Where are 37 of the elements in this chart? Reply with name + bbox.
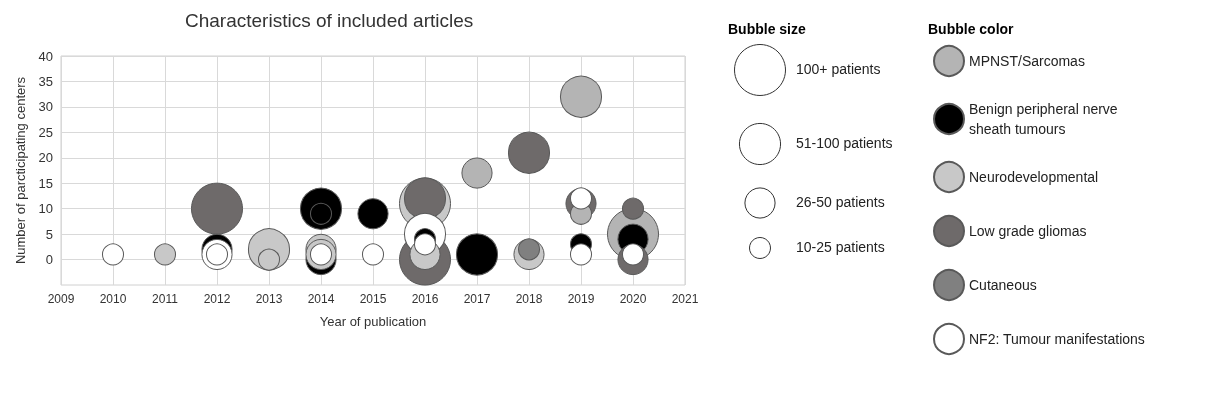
x-tick-label: 2009 bbox=[47, 292, 75, 306]
x-tick-label: 2017 bbox=[463, 292, 491, 306]
x-tick-label: 2011 bbox=[152, 292, 179, 306]
y-tick-label: 35 bbox=[38, 73, 53, 89]
y-axis-title: Number of parcticipating centers bbox=[13, 76, 28, 265]
x-tick-label: 2016 bbox=[411, 292, 439, 306]
legend-label: 10-25 patients bbox=[796, 239, 885, 255]
legend-label: 100+ patients bbox=[796, 61, 881, 77]
legend-label: 26-50 patients bbox=[796, 194, 885, 210]
y-tick-label: 10 bbox=[38, 201, 53, 217]
chart-title: Characteristics of included articles bbox=[185, 10, 474, 31]
legend-label: Cutaneous bbox=[969, 277, 1037, 293]
x-tick-label: 2013 bbox=[255, 292, 283, 306]
x-tick-label: 2019 bbox=[567, 292, 595, 306]
legend-label: Neurodevelopmental bbox=[969, 169, 1099, 185]
y-tick-label: 15 bbox=[38, 175, 53, 191]
x-axis-title: Year of publication bbox=[319, 314, 427, 329]
y-tick-label: 40 bbox=[38, 48, 53, 64]
legend-label: Benign peripheral nerve sheath tumours bbox=[969, 101, 1122, 137]
y-tick-label: 20 bbox=[38, 150, 53, 166]
legend-label: Low grade gliomas bbox=[969, 223, 1087, 239]
y-tick-label: 30 bbox=[38, 99, 53, 115]
x-tick-label: 2015 bbox=[359, 292, 387, 306]
x-tick-label: 2012 bbox=[203, 292, 231, 306]
legend-label: NF2: Tumour manifestations bbox=[969, 331, 1145, 347]
y-tick-label: 25 bbox=[38, 124, 53, 140]
x-tick-label: 2020 bbox=[619, 292, 647, 306]
y-tick-label: 5 bbox=[45, 226, 53, 242]
legend-label: MPNST/Sarcomas bbox=[969, 53, 1085, 69]
x-tick-label: 2021 bbox=[671, 292, 699, 306]
y-tick-label: 0 bbox=[45, 252, 53, 268]
legend-label: 51-100 patients bbox=[796, 135, 893, 151]
x-tick-label: 2014 bbox=[307, 292, 335, 306]
x-tick-label: 2010 bbox=[99, 292, 127, 306]
x-tick-label: 2018 bbox=[515, 292, 543, 306]
legend-title: Bubble color bbox=[928, 21, 1015, 37]
text: Bubble size bbox=[728, 21, 807, 37]
